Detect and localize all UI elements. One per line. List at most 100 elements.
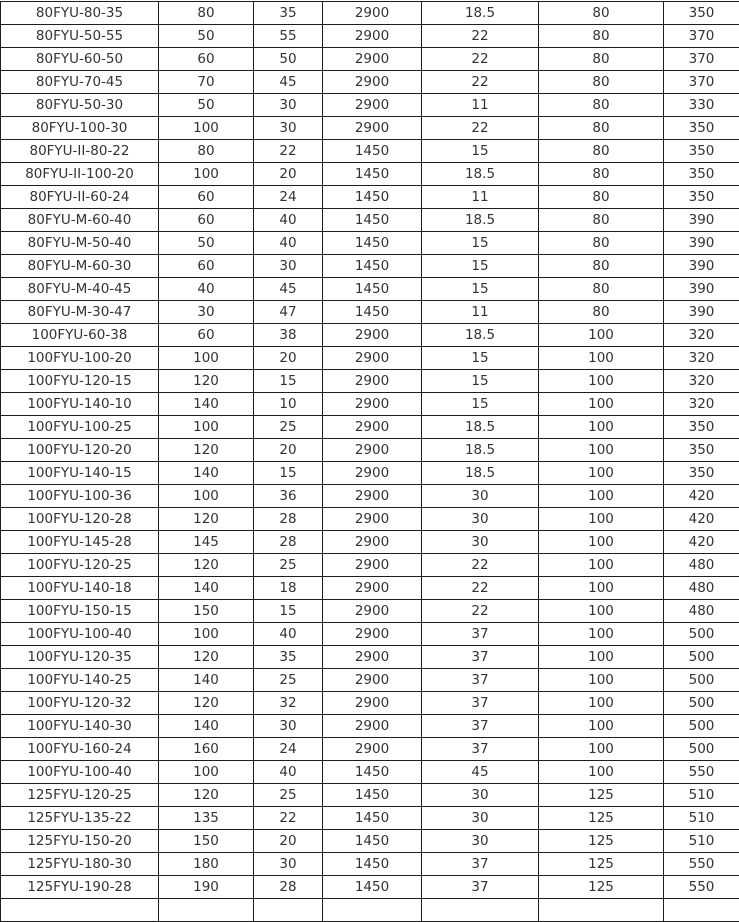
cell-model: 80FYU-II-80-22 — [1, 140, 159, 163]
cell-speed: 1450 — [323, 232, 422, 255]
cell-head: 15 — [254, 370, 323, 393]
cell-flow: 30 — [159, 301, 254, 324]
cell-head: 25 — [254, 784, 323, 807]
cell-flow: 180 — [159, 853, 254, 876]
cell-weight: 480 — [664, 600, 739, 623]
cell-model: 100FYU-140-15 — [1, 462, 159, 485]
cell-speed: 2900 — [323, 462, 422, 485]
cell-weight: 480 — [664, 554, 739, 577]
cell-speed: 2900 — [323, 715, 422, 738]
cell-flow: 60 — [159, 209, 254, 232]
cell-flow: 100 — [159, 163, 254, 186]
cell-head: 38 — [254, 324, 323, 347]
cell-head: 15 — [254, 600, 323, 623]
cell-model: 80FYU-50-55 — [1, 25, 159, 48]
cell-model: 80FYU-50-30 — [1, 94, 159, 117]
cell-speed: 2900 — [323, 554, 422, 577]
cell-power: 11 — [422, 301, 539, 324]
table-row-partial — [1, 899, 739, 922]
cell-flow: 150 — [159, 830, 254, 853]
cell-flow: 40 — [159, 278, 254, 301]
cell-power: 15 — [422, 232, 539, 255]
cell-model: 100FYU-145-28 — [1, 531, 159, 554]
cell-power: 11 — [422, 94, 539, 117]
cell-diameter: 100 — [539, 485, 664, 508]
cell-speed: 2900 — [323, 393, 422, 416]
cell-power: 37 — [422, 646, 539, 669]
cell-head: 20 — [254, 163, 323, 186]
cell-diameter: 80 — [539, 94, 664, 117]
cell-head: 20 — [254, 830, 323, 853]
cell-head: 25 — [254, 669, 323, 692]
cell-weight: 420 — [664, 531, 739, 554]
cell-model: 80FYU-M-60-30 — [1, 255, 159, 278]
cell-diameter: 100 — [539, 416, 664, 439]
cell-weight: 350 — [664, 117, 739, 140]
cell-weight: 320 — [664, 393, 739, 416]
cell-flow: 190 — [159, 876, 254, 899]
cell-head: 24 — [254, 186, 323, 209]
cell-diameter: 125 — [539, 830, 664, 853]
cell-diameter: 100 — [539, 370, 664, 393]
cell-speed: 2900 — [323, 71, 422, 94]
cell-power: 45 — [422, 761, 539, 784]
cell-weight: 480 — [664, 577, 739, 600]
cell-speed: 2900 — [323, 738, 422, 761]
cell-power: 18.5 — [422, 2, 539, 25]
cell-speed: 1450 — [323, 876, 422, 899]
cell-weight: 320 — [664, 370, 739, 393]
cell-speed: 1450 — [323, 186, 422, 209]
cell-model: 100FYU-160-24 — [1, 738, 159, 761]
cell-model: 100FYU-100-20 — [1, 347, 159, 370]
cell-flow: 80 — [159, 2, 254, 25]
cell-model: 80FYU-II-60-24 — [1, 186, 159, 209]
cell-speed: 1450 — [323, 761, 422, 784]
cell-speed: 2900 — [323, 508, 422, 531]
cell-empty — [1, 899, 159, 922]
cell-weight: 500 — [664, 738, 739, 761]
cell-power: 15 — [422, 347, 539, 370]
cell-flow: 150 — [159, 600, 254, 623]
cell-head: 45 — [254, 278, 323, 301]
cell-model: 100FYU-120-25 — [1, 554, 159, 577]
cell-diameter: 125 — [539, 876, 664, 899]
cell-model: 125FYU-120-25 — [1, 784, 159, 807]
cell-model: 125FYU-190-28 — [1, 876, 159, 899]
cell-power: 37 — [422, 738, 539, 761]
cell-diameter: 80 — [539, 25, 664, 48]
cell-flow: 120 — [159, 784, 254, 807]
cell-power: 37 — [422, 669, 539, 692]
cell-diameter: 80 — [539, 232, 664, 255]
cell-flow: 100 — [159, 623, 254, 646]
cell-head: 25 — [254, 416, 323, 439]
cell-diameter: 80 — [539, 255, 664, 278]
cell-weight: 500 — [664, 623, 739, 646]
cell-model: 80FYU-70-45 — [1, 71, 159, 94]
cell-empty — [664, 899, 739, 922]
cell-flow: 60 — [159, 255, 254, 278]
cell-speed: 2900 — [323, 416, 422, 439]
cell-speed: 2900 — [323, 25, 422, 48]
cell-diameter: 80 — [539, 186, 664, 209]
cell-speed: 2900 — [323, 347, 422, 370]
cell-flow: 100 — [159, 761, 254, 784]
cell-model: 100FYU-140-30 — [1, 715, 159, 738]
cell-flow: 120 — [159, 508, 254, 531]
cell-model: 100FYU-120-15 — [1, 370, 159, 393]
cell-model: 100FYU-120-20 — [1, 439, 159, 462]
cell-diameter: 100 — [539, 715, 664, 738]
